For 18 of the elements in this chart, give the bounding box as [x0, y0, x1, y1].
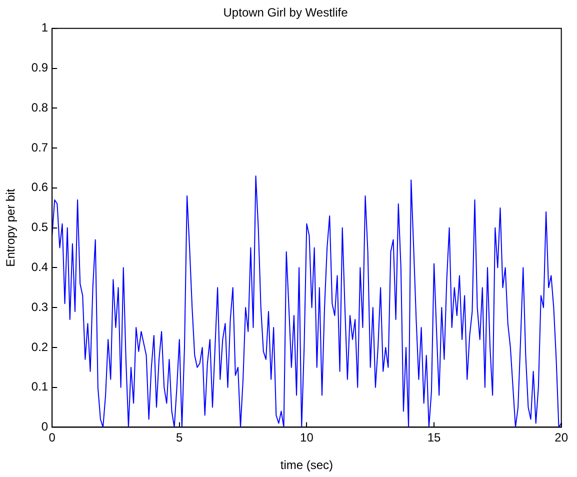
y-tick-label: 0.2 [31, 340, 48, 354]
y-tick-label: 0.5 [31, 220, 48, 234]
y-tick-label: 0.7 [31, 140, 48, 154]
x-tick-label: 20 [554, 430, 568, 445]
y-tick-label: 0.8 [31, 100, 48, 114]
y-tick-label: 0.3 [31, 300, 48, 314]
y-tick-label: 0 [41, 420, 48, 434]
y-axis-title: Entropy per bit [4, 188, 18, 267]
y-tick-label: 1 [41, 20, 48, 35]
y-tick-label: 0.4 [31, 260, 48, 274]
x-axis-title: time (sec) [280, 458, 334, 472]
y-tick-label: 0.1 [31, 380, 48, 394]
y-tick-label: 0.6 [31, 180, 48, 194]
chart-title: Uptown Girl by Westlife [223, 6, 348, 20]
x-tick-label: 15 [427, 430, 442, 445]
y-tick-label: 0.9 [31, 60, 48, 75]
x-tick-label: 10 [300, 430, 314, 445]
x-tick-label: 5 [176, 430, 184, 445]
